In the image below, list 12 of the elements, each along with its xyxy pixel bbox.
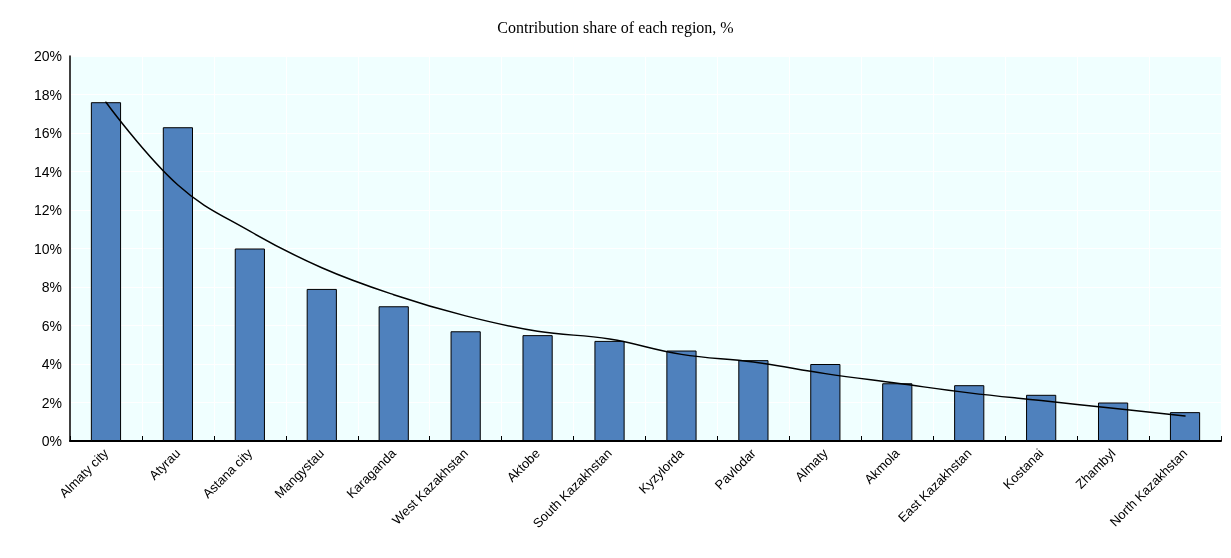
y-tick-label: 16%	[33, 125, 62, 141]
y-tick-label: 10%	[33, 240, 62, 257]
y-tick-label: 18%	[33, 86, 62, 103]
y-tick-label: 12%	[33, 202, 62, 218]
y-tick-label: 8%	[41, 279, 62, 295]
y-tick-label: 0%	[41, 433, 62, 449]
y-tick-label: 14%	[33, 163, 62, 180]
y-tick-label: 20%	[33, 48, 62, 64]
y-tick-label: 6%	[41, 317, 62, 334]
y-tick-label: 4%	[41, 356, 62, 372]
chart-title: Contribution share of each region, %	[497, 18, 734, 37]
y-tick-label: 2%	[41, 394, 62, 411]
